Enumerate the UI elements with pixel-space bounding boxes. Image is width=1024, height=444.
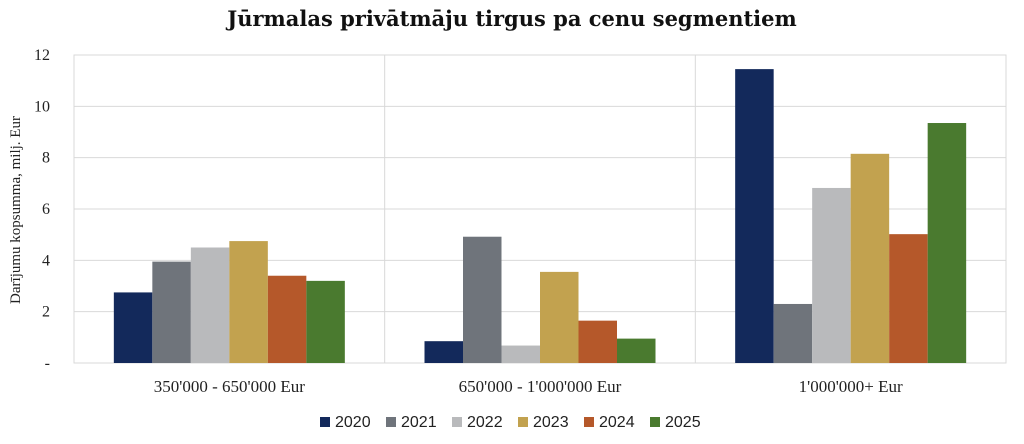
x-category-label: 650'000 - 1'000'000 Eur (459, 377, 622, 396)
legend-label: 2025 (665, 414, 701, 431)
chart-title: Jūrmalas privātmāju tirgus pa cenu segme… (225, 6, 796, 31)
y-tick-label: 8 (42, 150, 50, 167)
bars (113, 69, 967, 364)
bar-2022 (812, 187, 851, 363)
legend-label: 2020 (335, 414, 371, 431)
legend-swatch (386, 417, 396, 427)
y-tick-label: 12 (34, 47, 50, 64)
legend-swatch (452, 417, 462, 427)
bar-2022 (501, 345, 540, 363)
y-tick-label: - (45, 355, 50, 372)
bar-2021 (152, 261, 191, 363)
bar-2020 (735, 69, 774, 363)
bar-2020 (424, 341, 463, 363)
legend-label: 2021 (401, 414, 437, 431)
legend-label: 2024 (599, 414, 635, 431)
legend-swatch (320, 417, 330, 427)
bar-2021 (463, 236, 502, 363)
legend-label: 2023 (533, 414, 569, 431)
bar-2025 (617, 338, 656, 363)
y-axis-ticks: - 2 4 6 8 10 12 (34, 47, 50, 372)
bar-2021 (773, 303, 813, 363)
legend-label: 2022 (467, 414, 503, 431)
bar-2024 (889, 234, 928, 363)
legend-swatch (584, 417, 594, 427)
bar-2025 (306, 280, 345, 363)
x-category-label: 1'000'000+ Eur (799, 377, 903, 396)
legend: 2020 2021 2022 2023 2024 2025 (320, 414, 701, 431)
y-tick-label: 6 (42, 201, 50, 218)
bar-2024 (578, 320, 617, 363)
y-axis-label: Darījumu kopsumma, milj. Eur (8, 116, 24, 304)
y-tick-label: 2 (42, 304, 50, 321)
bar-2025 (927, 123, 967, 364)
bar-2024 (267, 275, 307, 363)
bar-2023 (850, 153, 890, 363)
legend-swatch (518, 417, 528, 427)
bar-2023 (540, 271, 579, 363)
y-tick-label: 10 (34, 98, 50, 115)
bar-2022 (190, 247, 230, 363)
x-category-label: 350'000 - 650'000 Eur (154, 377, 305, 396)
legend-swatch (650, 417, 660, 427)
bar-2020 (113, 292, 153, 363)
bar-2023 (229, 241, 268, 363)
x-axis-categories: 350'000 - 650'000 Eur 650'000 - 1'000'000… (154, 377, 903, 396)
y-tick-label: 4 (42, 252, 50, 269)
